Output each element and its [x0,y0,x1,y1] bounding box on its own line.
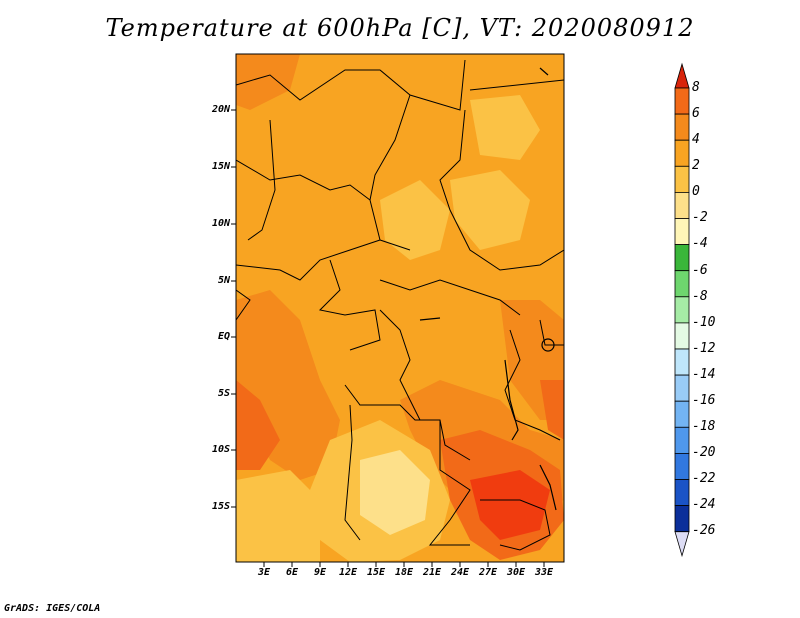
field-patch-sudan [450,170,530,250]
colorbar-label: -4 [692,236,708,251]
colorbar-swatch [674,244,690,272]
colorbar-label: -22 [692,471,716,486]
country-borders [236,59,564,551]
colorbar-swatch [674,400,690,428]
colorbar-label: -20 [692,445,716,460]
temperature-field [236,54,564,562]
lat-tick-label: 15N [211,161,230,172]
lon-tick-label: 3E [257,567,271,578]
border-mali [247,119,276,241]
field-patch-sw-cool [236,470,320,562]
border-mozambique [480,499,551,551]
lon-tick-label: 21E [422,567,442,578]
colorbar-label: -26 [692,523,716,538]
lake-victoria [541,338,555,352]
lake-tanganyika [504,359,519,441]
colorbar-swatch [674,426,690,454]
colorbar-label: -6 [692,263,708,278]
lon-tick-label: 15E [366,567,386,578]
axis-ticks [231,109,545,567]
lakes [419,67,557,511]
colorbar-swatch [674,87,690,115]
field-patch-nw [236,54,300,110]
colorbar-swatch [674,322,690,350]
colorbar-swatch [674,374,690,402]
lon-tick-label: 12E [338,567,358,578]
border-car [379,279,521,316]
border-east-lakes [504,329,561,441]
colorbar-swatch [674,165,690,193]
colorbar-swatch [674,348,690,376]
lat-tick-label: 10S [211,444,230,455]
border-libya-egypt [469,79,564,91]
colorbar-label: 2 [692,158,700,173]
colorbar-swatch [674,479,690,507]
colorbar-swatch [674,191,690,219]
grads-credit: GrADS: IGES/COLA [4,603,101,614]
colorbar-label: 0 [692,184,700,199]
lake-malawi [539,464,557,511]
border-coast [236,289,251,321]
field-patch-car [380,180,450,260]
field-patch-hot [470,470,550,540]
field-patch-coolest [360,450,430,535]
colorbar-label: 8 [692,80,700,95]
lon-tick-label: 33E [534,567,554,578]
lon-tick-label: 24E [450,567,470,578]
map-frame [235,53,565,563]
field-patch-tanzania [540,380,564,440]
border-zambia [428,420,471,546]
lat-tick-label: 5N [217,275,230,286]
colorbar [674,62,690,558]
colorbar-swatch [674,505,690,533]
colorbar-swatch [674,139,690,167]
river-segment [419,317,441,321]
colorbar-swatch [674,296,690,324]
lat-tick-label: 15S [211,501,230,512]
border-cameroon [318,259,381,351]
field-patch-north [470,95,540,160]
lat-tick-label: 5S [217,388,230,399]
border-sahara [236,59,466,111]
lat-tick-label: EQ [217,331,230,342]
colorbar-label: -18 [692,419,716,434]
border-uganda [539,319,564,346]
lon-tick-label: 9E [313,567,327,578]
colorbar-swatch [674,113,690,141]
colorbar-label: -8 [692,289,708,304]
colorbar-label: -12 [692,341,716,356]
lat-tick-label: 20N [211,104,230,115]
colorbar-swatch [674,218,690,246]
lon-tick-label: 18E [394,567,414,578]
border-nigeria [236,239,381,281]
colorbar-top-arrow [674,62,690,89]
lat-tick-label: 10N [211,218,230,229]
colorbar-swatch [674,452,690,480]
colorbar-label: -24 [692,497,716,512]
lon-tick-label: 27E [478,567,498,578]
colorbar-label: -16 [692,393,716,408]
border-angola-west [344,404,361,541]
border-drc-angola [344,384,471,461]
coast-segment [539,67,549,76]
colorbar-bottom-arrow [674,531,690,558]
border-niger-chad [369,94,411,201]
map-title: Temperature at 600hPa [C], VT: 202008091… [105,14,695,42]
colorbar-label: 6 [692,106,700,121]
colorbar-label: -2 [692,210,708,225]
lon-tick-label: 6E [285,567,299,578]
border-sahel [236,159,411,251]
colorbar-swatch [674,270,690,298]
border-chad-sudan [439,109,564,271]
border-congo [379,309,421,421]
lon-tick-label: 30E [506,567,526,578]
colorbar-label: 4 [692,132,700,147]
colorbar-label: -10 [692,315,716,330]
field-patch-ocean-sw [236,380,280,470]
colorbar-label: -14 [692,367,716,382]
